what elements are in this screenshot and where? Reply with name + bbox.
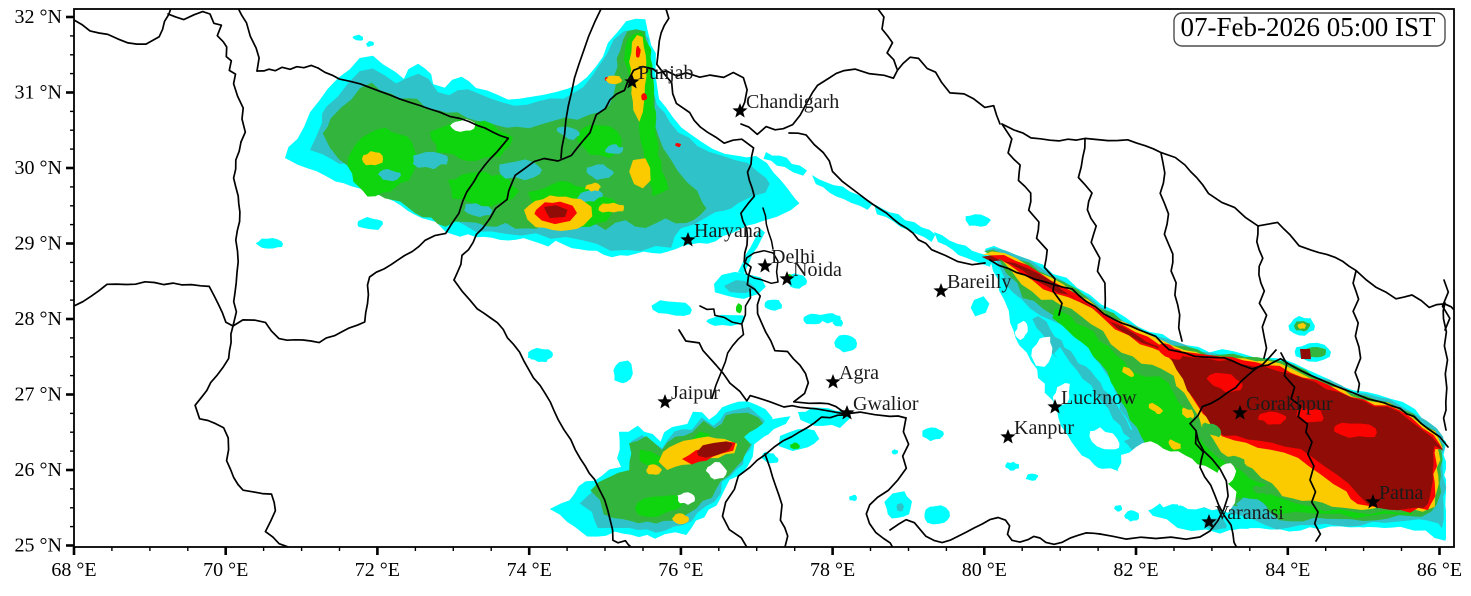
svg-text:80 °E: 80 °E (962, 559, 1007, 581)
svg-text:72 °E: 72 °E (355, 559, 400, 581)
svg-text:Bareilly: Bareilly (947, 271, 1011, 293)
svg-text:78 °E: 78 °E (810, 559, 855, 581)
svg-text:30 °N: 30 °N (15, 157, 62, 179)
svg-text:32 °N: 32 °N (15, 6, 62, 28)
svg-text:Kanpur: Kanpur (1014, 417, 1074, 439)
svg-text:Varanasi: Varanasi (1215, 502, 1284, 524)
svg-text:Punjab: Punjab (638, 62, 694, 84)
svg-text:74 °E: 74 °E (507, 559, 552, 581)
svg-text:31 °N: 31 °N (15, 82, 62, 104)
svg-text:68 °E: 68 °E (51, 559, 96, 581)
svg-text:25 °N: 25 °N (15, 535, 62, 557)
svg-text:07-Feb-2026 05:00 IST: 07-Feb-2026 05:00 IST (1181, 12, 1436, 42)
svg-text:Gwalior: Gwalior (853, 393, 919, 415)
svg-text:Haryana: Haryana (694, 220, 762, 242)
svg-text:29 °N: 29 °N (15, 233, 62, 255)
svg-text:84 °E: 84 °E (1265, 559, 1310, 581)
svg-text:Gorakhpur: Gorakhpur (1246, 393, 1333, 415)
svg-text:Chandigarh: Chandigarh (746, 91, 839, 113)
svg-text:28 °N: 28 °N (15, 308, 62, 330)
svg-text:Delhi: Delhi (771, 246, 816, 268)
svg-text:Noida: Noida (793, 259, 842, 281)
svg-text:27 °N: 27 °N (15, 384, 62, 406)
svg-text:70 °E: 70 °E (203, 559, 248, 581)
svg-text:Patna: Patna (1379, 482, 1424, 504)
svg-text:82 °E: 82 °E (1113, 559, 1158, 581)
svg-text:Jaipur: Jaipur (671, 382, 720, 404)
svg-text:Lucknow: Lucknow (1061, 387, 1137, 409)
svg-text:Agra: Agra (839, 362, 879, 384)
svg-text:76 °E: 76 °E (658, 559, 703, 581)
svg-text:26 °N: 26 °N (15, 459, 62, 481)
svg-text:86 °E: 86 °E (1417, 559, 1462, 581)
